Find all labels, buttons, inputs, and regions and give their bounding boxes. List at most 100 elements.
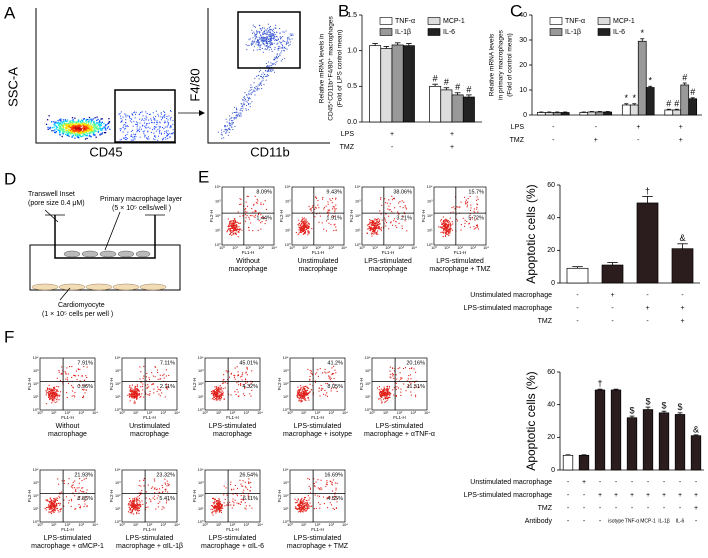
- event-dot: [241, 114, 242, 115]
- event-dot: [73, 127, 74, 128]
- event-dot: [231, 224, 232, 225]
- event-dot: [73, 129, 74, 130]
- significance: #: [444, 77, 449, 87]
- event-dot: [299, 390, 300, 391]
- event-dot: [259, 71, 260, 72]
- event-dot: [399, 223, 400, 224]
- event-dot: [78, 123, 79, 124]
- event-dot: [165, 137, 166, 138]
- event-dot: [157, 120, 158, 121]
- event-dot: [247, 369, 248, 370]
- event-dot: [234, 112, 235, 113]
- event-dot: [460, 229, 461, 230]
- event-dot: [53, 121, 54, 122]
- event-dot: [326, 480, 327, 481]
- event-dot: [290, 35, 291, 36]
- quadrant-percent: 6.11%: [243, 496, 258, 502]
- event-dot: [226, 129, 227, 130]
- event-dot: [74, 375, 75, 376]
- event-dot: [322, 197, 323, 198]
- flow-axis-label: FL2-H: [192, 490, 197, 503]
- event-dot: [304, 499, 305, 500]
- flow-tick-label: 10¹: [355, 229, 361, 233]
- quadrant-percent: 15.7%: [468, 189, 484, 195]
- event-dot: [133, 126, 134, 127]
- event-dot: [238, 384, 239, 385]
- condition-label: LPS: [511, 124, 525, 131]
- event-dot: [476, 227, 477, 228]
- event-dot: [169, 137, 170, 138]
- event-dot: [148, 136, 149, 137]
- event-dot: [241, 495, 242, 496]
- event-dot: [100, 133, 101, 134]
- event-dot: [239, 115, 240, 116]
- event-dot: [129, 505, 130, 506]
- event-dot: [98, 132, 99, 133]
- condition-value: -: [695, 518, 698, 525]
- event-dot: [130, 389, 131, 390]
- event-dot: [216, 508, 217, 509]
- event-dot: [98, 123, 99, 124]
- event-dot: [234, 218, 235, 219]
- event-dot: [157, 122, 158, 123]
- event-dot: [385, 391, 386, 392]
- transwell-schematic: Transwell Inset (pore size 0.4 μM) Prima…: [28, 191, 183, 318]
- flow-caption: Without: [236, 258, 260, 265]
- event-dot: [134, 112, 135, 113]
- event-dot: [69, 366, 70, 367]
- event-dot: [87, 133, 88, 134]
- event-dot: [466, 200, 467, 201]
- condition-value: -: [631, 479, 634, 486]
- event-dot: [149, 114, 150, 115]
- flow-tick-label: 10⁰: [359, 246, 365, 250]
- event-dot: [239, 229, 240, 230]
- event-dot: [377, 387, 378, 388]
- y-tick-label: 40: [547, 402, 555, 409]
- event-dot: [68, 483, 69, 484]
- event-dot: [264, 38, 265, 39]
- event-dot: [237, 488, 238, 489]
- event-dot: [80, 126, 81, 127]
- event-dot: [447, 227, 448, 228]
- event-dot: [56, 399, 57, 400]
- event-dot: [298, 499, 299, 500]
- event-dot: [232, 122, 233, 123]
- label: (5 × 10⁵ cells/well ): [112, 205, 171, 212]
- event-dot: [248, 483, 249, 484]
- event-dot: [151, 488, 152, 489]
- event-dot: [137, 122, 138, 123]
- condition-value: -: [552, 137, 555, 144]
- event-dot: [467, 202, 468, 203]
- event-dot: [453, 206, 454, 207]
- event-dot: [388, 394, 389, 395]
- event-dot: [55, 402, 56, 403]
- event-dot: [329, 377, 330, 378]
- event-dot: [251, 30, 252, 31]
- event-dot: [278, 46, 279, 47]
- event-dot: [130, 509, 131, 510]
- event-dot: [273, 31, 274, 32]
- event-dot: [380, 229, 381, 230]
- event-dot: [232, 228, 233, 229]
- event-dot: [287, 39, 288, 40]
- event-dot: [133, 513, 134, 514]
- event-dot: [245, 214, 246, 215]
- event-dot: [164, 114, 165, 115]
- event-dot: [238, 226, 239, 227]
- significance: †: [597, 379, 602, 389]
- event-dot: [51, 395, 52, 396]
- event-dot: [240, 504, 241, 505]
- event-dot: [323, 497, 324, 498]
- event-dot: [448, 235, 449, 236]
- flow-axis-label: FL2-H: [279, 210, 284, 223]
- significance: *: [625, 93, 629, 103]
- flow-axis-label: FL2-H: [109, 378, 114, 391]
- event-dot: [124, 138, 125, 139]
- event-dot: [131, 513, 132, 514]
- event-dot: [66, 374, 67, 375]
- event-dot: [135, 138, 136, 139]
- event-dot: [78, 375, 79, 376]
- event-dot: [334, 211, 335, 212]
- event-dot: [81, 480, 82, 481]
- flow-tick-label: 10⁰: [431, 246, 437, 250]
